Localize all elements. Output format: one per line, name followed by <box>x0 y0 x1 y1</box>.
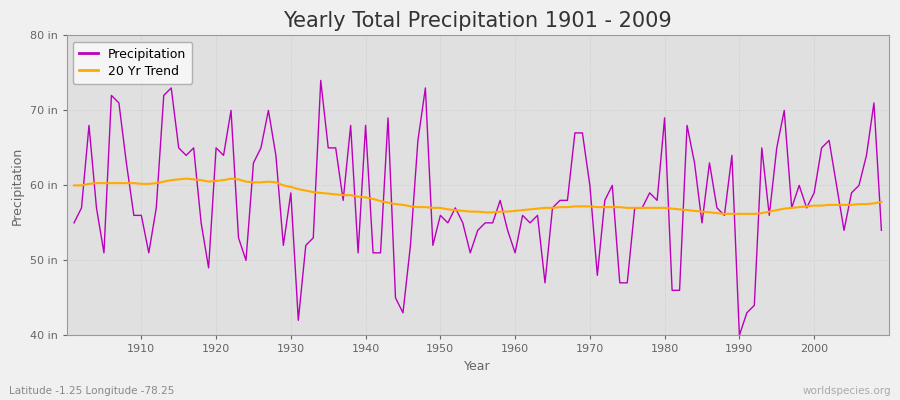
20 Yr Trend <box>607 205 617 210</box>
20 Yr Trend <box>876 200 886 204</box>
Text: worldspecies.org: worldspecies.org <box>803 386 891 396</box>
Title: Yearly Total Precipitation 1901 - 2009: Yearly Total Precipitation 1901 - 2009 <box>284 11 672 31</box>
Precipitation <box>129 213 140 218</box>
20 Yr Trend <box>181 176 192 181</box>
20 Yr Trend <box>719 212 730 216</box>
20 Yr Trend <box>509 208 520 213</box>
Precipitation <box>346 123 356 128</box>
Precipitation <box>518 213 528 218</box>
Precipitation <box>607 183 617 188</box>
Precipitation <box>68 220 79 225</box>
Precipitation <box>509 250 520 255</box>
Precipitation <box>734 333 745 338</box>
Precipitation <box>876 228 886 233</box>
Line: 20 Yr Trend: 20 Yr Trend <box>74 179 881 214</box>
Precipitation <box>315 78 326 83</box>
Line: Precipitation: Precipitation <box>74 80 881 335</box>
Legend: Precipitation, 20 Yr Trend: Precipitation, 20 Yr Trend <box>73 42 193 84</box>
20 Yr Trend <box>68 183 79 188</box>
Y-axis label: Precipitation: Precipitation <box>11 146 24 224</box>
20 Yr Trend <box>518 208 528 212</box>
20 Yr Trend <box>129 181 140 186</box>
20 Yr Trend <box>301 188 311 193</box>
Text: Latitude -1.25 Longitude -78.25: Latitude -1.25 Longitude -78.25 <box>9 386 175 396</box>
X-axis label: Year: Year <box>464 360 491 373</box>
20 Yr Trend <box>346 193 356 198</box>
Precipitation <box>292 318 303 323</box>
